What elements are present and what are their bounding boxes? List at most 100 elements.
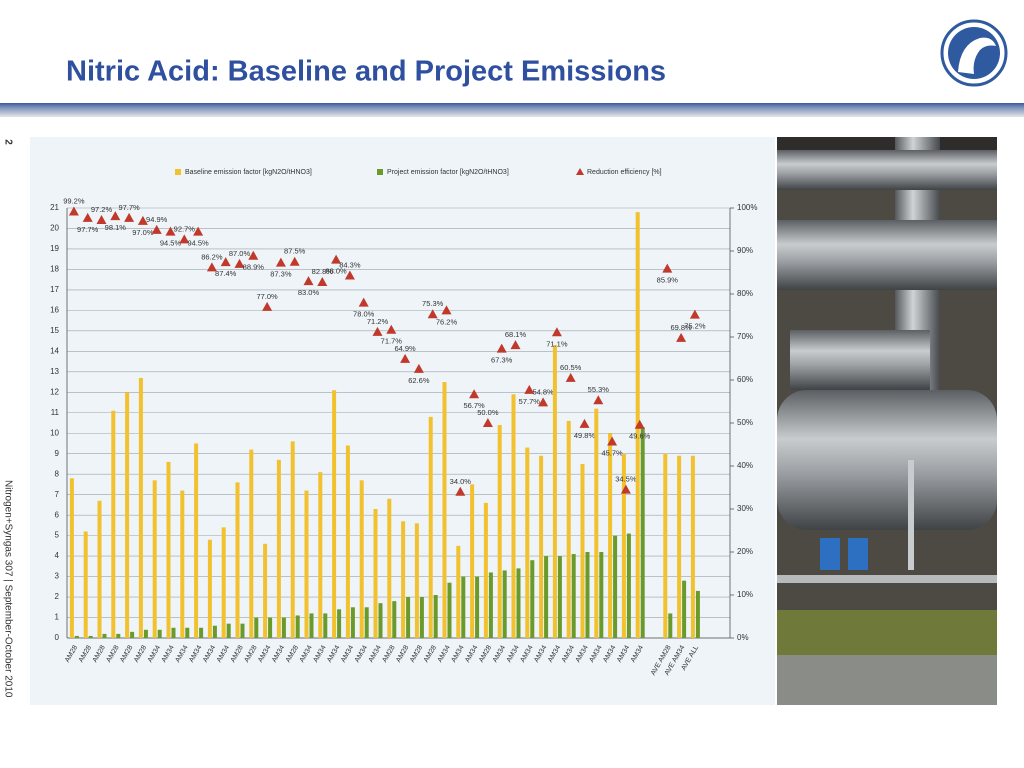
baseline-bar [69, 478, 74, 638]
data-label: 75.2% [684, 322, 706, 331]
baseline-bar [470, 484, 475, 638]
project-bar [226, 623, 231, 638]
y2-tick-label: 100% [737, 203, 757, 212]
photo [777, 137, 997, 705]
data-label: 50.0% [477, 408, 499, 417]
efficiency-marker [510, 340, 521, 350]
project-bar [447, 582, 452, 638]
data-label: 84.3% [339, 260, 361, 269]
baseline-bar [497, 425, 502, 638]
project-bar [392, 601, 397, 638]
data-label: 86.2% [201, 252, 223, 261]
data-label: 55.3% [588, 385, 610, 394]
data-label: 99.2% [63, 196, 85, 205]
project-bar [475, 576, 480, 638]
project-bar [74, 635, 79, 638]
efficiency-marker [124, 212, 135, 222]
project-bar [240, 623, 245, 638]
efficiency-marker [441, 305, 452, 315]
data-label: 45.7% [601, 448, 623, 457]
baseline-bar [387, 498, 392, 638]
project-bar [212, 625, 217, 638]
baseline-bar [111, 410, 116, 638]
baseline-bar [125, 392, 130, 638]
y-tick-label: 17 [50, 285, 59, 294]
baseline-bar [97, 500, 102, 638]
project-bar [488, 572, 493, 638]
project-bar [102, 633, 107, 638]
baseline-bar [566, 420, 571, 638]
project-bar [350, 607, 355, 638]
baseline-bar [276, 459, 281, 638]
project-bar [143, 629, 148, 638]
project-bar [544, 556, 549, 638]
data-label: 71.1% [546, 339, 568, 348]
y-tick-label: 11 [51, 408, 60, 417]
y-tick-label: 4 [55, 551, 60, 560]
efficiency-marker [165, 226, 176, 236]
data-label: 82.8% [312, 267, 334, 276]
efficiency-marker [676, 332, 687, 342]
project-bar [640, 427, 645, 638]
legend-label: Reduction efficiency [%] [587, 169, 662, 176]
efficiency-marker [358, 297, 369, 307]
data-label: 71.7% [381, 337, 403, 346]
data-label: 97.7% [118, 203, 140, 212]
baseline-bar [373, 509, 378, 638]
footer: Nitrogen+Syngas 307 | September-October … [2, 480, 13, 698]
baseline-bar [304, 490, 309, 638]
project-bar [668, 613, 673, 638]
efficiency-marker [565, 372, 576, 382]
efficiency-marker [137, 215, 148, 225]
project-bar [461, 576, 466, 638]
y2-tick-label: 20% [737, 547, 753, 556]
legend-label: Project emission factor [kgN2O/tHNO3] [387, 169, 509, 176]
y-tick-label: 19 [50, 244, 59, 253]
data-label: 76.2% [436, 317, 458, 326]
efficiency-marker [344, 270, 355, 280]
baseline-bar [663, 453, 668, 638]
baseline-bar [332, 390, 337, 638]
data-label: 92.7% [174, 224, 196, 233]
data-label: 88.0% [325, 267, 347, 276]
data-label: 87.3% [270, 270, 292, 279]
baseline-bar [401, 521, 406, 638]
baseline-bar [552, 345, 557, 638]
data-label: 87.0% [229, 249, 251, 258]
baseline-bar [525, 447, 530, 638]
efficiency-marker [689, 309, 700, 319]
efficiency-marker [317, 276, 328, 286]
data-label: 71.2% [367, 317, 389, 326]
title-rule [0, 103, 1024, 117]
efficiency-marker [193, 226, 204, 236]
project-bar [130, 631, 135, 638]
project-bar [682, 580, 687, 638]
slide-title: Nitric Acid: Baseline and Project Emissi… [66, 56, 666, 88]
data-label: 94.9% [146, 215, 168, 224]
baseline-bar [166, 461, 171, 638]
data-label: 67.3% [491, 356, 513, 365]
data-label: 49.6% [629, 432, 651, 441]
data-label: 60.5% [560, 363, 582, 372]
y-tick-label: 16 [50, 305, 59, 314]
efficiency-marker [427, 309, 438, 319]
project-bar [295, 615, 300, 638]
baseline-bar [345, 445, 350, 638]
efficiency-marker [68, 206, 79, 216]
baseline-bar [249, 449, 254, 638]
baseline-bar [194, 443, 199, 638]
baseline-bar [608, 433, 613, 638]
project-bar [157, 629, 162, 638]
efficiency-marker [206, 262, 217, 272]
data-label: 57.7% [519, 397, 541, 406]
data-label: 64.9% [394, 344, 416, 353]
y2-tick-label: 30% [737, 504, 753, 513]
baseline-bar [263, 543, 268, 638]
efficiency-marker [538, 397, 549, 407]
y-tick-label: 2 [55, 592, 60, 601]
page-number: 2 [2, 139, 13, 145]
project-bar [599, 552, 604, 638]
project-bar [557, 556, 562, 638]
efficiency-marker [593, 395, 604, 405]
